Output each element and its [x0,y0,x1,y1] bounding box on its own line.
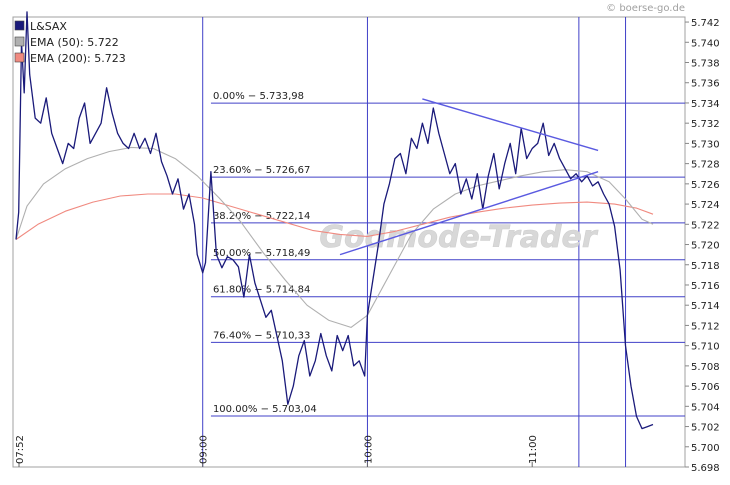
legend-swatch-ema50 [14,36,25,47]
y-tick-label-8: 5.714 [691,301,720,312]
y-tick-label-0: 5.698 [691,463,720,474]
x-axis: 07:52 09:00 10:00 11:00 [15,435,539,467]
fib-label-6: 100.00% − 5.703,04 [213,404,317,415]
y-tick-label-4: 5.706 [691,382,720,393]
y-tick-label-3: 5.704 [691,402,720,413]
x-tick-label-3: 11:00 [528,435,539,464]
series-ema200 [15,193,654,240]
y-tick-label-19: 5.736 [691,79,720,90]
y-tick-label-9: 5.716 [691,281,720,292]
legend-label-ema200: EMA (200): 5.723 [30,52,126,65]
y-axis: 5.698 5.700 5.702 5.704 5.706 5.708 5.710 5.712… [685,18,720,474]
series-price [15,11,654,430]
fib-label-3: 50.00% − 5.718,49 [213,248,310,259]
fib-label-4: 61.80% − 5.714,84 [213,285,310,296]
source-watermark: © boerse-go.de [606,3,685,14]
y-tick-label-12: 5.722 [691,220,720,231]
y-tick-label-7: 5.712 [691,321,720,332]
watermark-brand: Godmode-Trader [319,220,598,255]
trendlines [339,98,599,256]
x-tick-label-2: 10:00 [363,435,374,464]
legend-label-ema50: EMA (50): 5.722 [30,36,119,49]
y-tick-label-11: 5.720 [691,241,720,252]
fib-label-2: 38.20% − 5.722,14 [213,211,310,222]
y-tick-label-1: 5.700 [691,443,720,454]
plot-area [12,16,686,468]
fib-label-5: 76.40% − 5.710,33 [213,330,310,341]
legend-label-price: L&SAX [30,20,67,33]
fib-label-1: 23.60% − 5.726,67 [213,165,310,176]
series-lines [15,11,654,430]
y-tick-label-10: 5.718 [691,261,720,272]
y-tick-label-6: 5.710 [691,342,720,353]
y-tick-label-22: 5.742 [691,18,720,29]
y-tick-label-13: 5.724 [691,200,720,211]
vertical-time-lines [202,17,627,467]
legend: L&SAX EMA (50): 5.722 EMA (200): 5.723 [14,20,126,65]
trendline-0 [422,98,599,152]
y-tick-label-21: 5.740 [691,38,720,49]
y-tick-label-15: 5.728 [691,160,720,171]
y-tick-label-2: 5.702 [691,423,720,434]
x-tick-label-1: 09:00 [199,435,210,464]
y-tick-label-16: 5.730 [691,139,720,150]
y-tick-label-18: 5.734 [691,99,720,110]
y-tick-label-5: 5.708 [691,362,720,373]
fibonacci-levels: 0.00% − 5.733,98 23.60% − 5.726,67 38.20% … [210,91,685,417]
trendline-1 [339,171,599,256]
y-tick-label-17: 5.732 [691,119,720,130]
series-ema50 [15,146,654,328]
legend-swatch-ema200 [14,52,25,63]
y-tick-label-14: 5.726 [691,180,720,191]
y-tick-label-20: 5.738 [691,59,720,70]
fib-label-0: 0.00% − 5.733,98 [213,91,304,102]
x-tick-label-0: 07:52 [15,435,26,464]
legend-swatch-price [14,20,25,31]
